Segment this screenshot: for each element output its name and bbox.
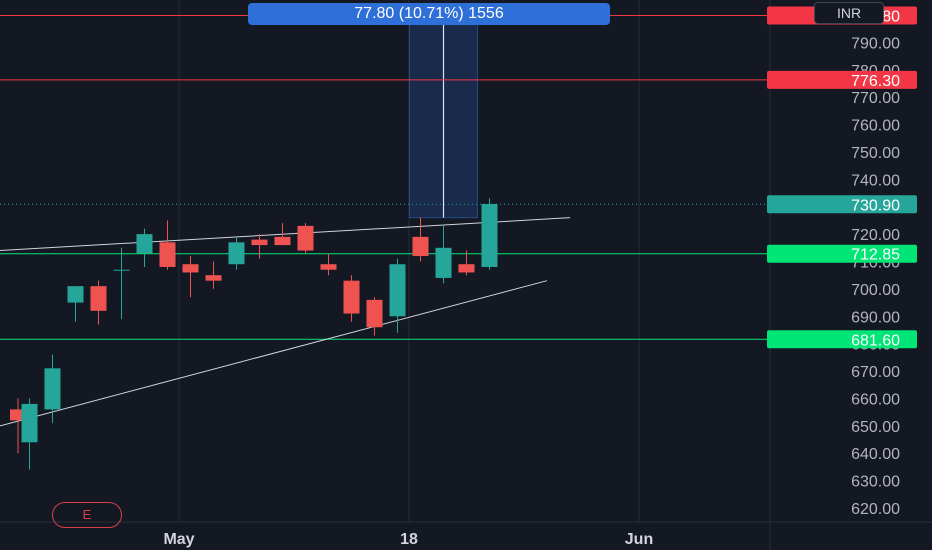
y-tick-label: 650.00 bbox=[851, 419, 900, 436]
candle-body bbox=[481, 203, 498, 267]
y-tick-label: 640.00 bbox=[851, 446, 900, 463]
y-tick-label: 770.00 bbox=[851, 90, 900, 107]
candle-body bbox=[44, 368, 61, 410]
x-tick-label: May bbox=[163, 531, 194, 548]
price-tag bbox=[767, 244, 917, 263]
measure-label: 77.80 (10.71%) 1556 bbox=[248, 3, 610, 25]
candle-body bbox=[366, 299, 383, 328]
candle-body bbox=[228, 242, 245, 265]
y-tick-label: 790.00 bbox=[851, 35, 900, 52]
price-tag bbox=[767, 195, 917, 214]
y-tick-label: 740.00 bbox=[851, 172, 900, 189]
price-tag-label: 730.90 bbox=[851, 197, 900, 214]
candle-body bbox=[458, 264, 475, 273]
earnings-event-marker[interactable]: E bbox=[52, 502, 122, 528]
x-tick-label: 18 bbox=[400, 531, 418, 548]
candle-body bbox=[21, 403, 38, 443]
candle-body bbox=[435, 247, 452, 278]
candle-body bbox=[113, 269, 130, 271]
x-tick-label: Jun bbox=[625, 531, 653, 548]
y-tick-label: 670.00 bbox=[851, 364, 900, 381]
candle-body bbox=[182, 264, 199, 273]
candle-body bbox=[389, 264, 406, 317]
y-tick-label: 690.00 bbox=[851, 309, 900, 326]
candle-body bbox=[274, 236, 291, 246]
candle-body bbox=[136, 234, 153, 254]
candle-body bbox=[159, 242, 176, 267]
candle-body bbox=[297, 225, 314, 251]
trendline bbox=[0, 280, 548, 427]
y-tick-label: 760.00 bbox=[851, 118, 900, 135]
candle-body bbox=[343, 280, 360, 314]
candle-body bbox=[320, 264, 337, 270]
price-tag-label: 712.85 bbox=[851, 247, 900, 264]
y-tick-label: 750.00 bbox=[851, 145, 900, 162]
price-tag-label: 681.60 bbox=[851, 332, 900, 349]
candle-body bbox=[205, 275, 222, 281]
y-tick-label: 620.00 bbox=[851, 501, 900, 518]
price-tag bbox=[767, 330, 917, 349]
candle-body bbox=[412, 236, 429, 257]
price-tag bbox=[767, 70, 917, 89]
currency-selector[interactable]: INR bbox=[814, 2, 884, 24]
candle-body bbox=[10, 409, 26, 421]
candle-body bbox=[67, 286, 84, 303]
y-tick-label: 630.00 bbox=[851, 474, 900, 491]
candle-body bbox=[90, 286, 107, 311]
candle-body bbox=[251, 239, 268, 246]
trendline bbox=[0, 217, 571, 252]
y-tick-label: 720.00 bbox=[851, 227, 900, 244]
y-tick-label: 660.00 bbox=[851, 391, 900, 408]
y-tick-label: 700.00 bbox=[851, 282, 900, 299]
price-tag-label: 776.30 bbox=[851, 73, 900, 90]
